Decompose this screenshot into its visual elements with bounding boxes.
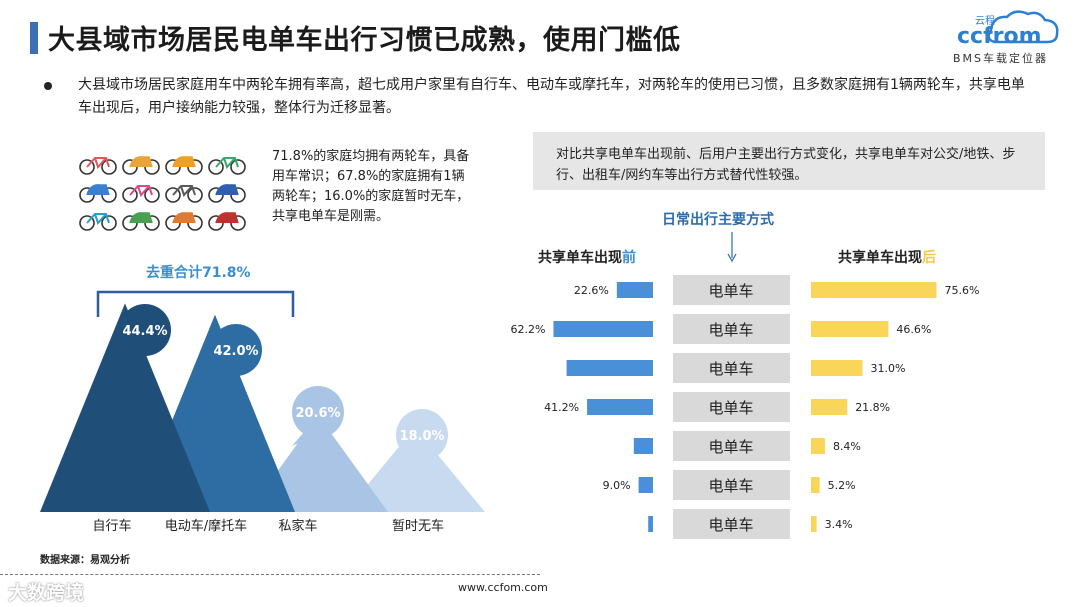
logo-brand-text: ccfrom [957, 24, 1042, 49]
mode-label-1: 电单车 [708, 321, 753, 339]
mode-label-box-1 [673, 314, 790, 344]
before-bar-5 [638, 477, 653, 493]
category-label-0: 自行车 [92, 518, 131, 534]
value-bubble-3 [396, 409, 448, 461]
mountain-bar-0 [40, 303, 210, 512]
footer-url: www.ccfom.com [458, 581, 548, 594]
after-bar-1 [811, 321, 889, 337]
cloud-icon [987, 10, 1059, 44]
category-label-1: 电动车/摩托车 [165, 518, 247, 534]
dedup-total-label: 去重合计71.8% [146, 265, 251, 281]
value-label-2: 20.6% [295, 406, 340, 421]
before-bar-2 [566, 360, 653, 376]
after-bar-6 [811, 516, 817, 532]
mountain-bar-3 [345, 427, 485, 512]
scooter-icon [165, 156, 203, 175]
value-label-0: 44.4% [122, 324, 167, 339]
bicycle-icon [208, 157, 246, 175]
after-bar-2 [811, 360, 863, 376]
after-value-0: 75.6% [944, 284, 979, 297]
mode-label-2: 电单车 [708, 360, 753, 378]
before-value-3: 41.2% [544, 401, 579, 414]
mode-label-box-0 [673, 275, 790, 305]
category-label-2: 私家车 [278, 518, 317, 534]
after-bar-5 [811, 477, 820, 493]
after-bar-0 [811, 282, 937, 298]
motorbike-icon [208, 184, 246, 203]
bicycle-icon [79, 157, 117, 175]
motorbike-icon [165, 212, 203, 231]
after-value-2: 31.0% [870, 362, 905, 375]
before-bar-6 [648, 516, 653, 532]
dedup-bracket [96, 290, 295, 317]
value-bubble-2 [292, 386, 344, 438]
after-value-4: 8.4% [833, 440, 861, 453]
before-heading: 共享单车出现前 [538, 250, 636, 266]
mode-label-5: 电单车 [708, 477, 753, 495]
mode-label-3: 电单车 [708, 399, 753, 417]
after-value-5: 5.2% [828, 479, 856, 492]
center-title: 日常出行主要方式 [662, 212, 774, 228]
after-value-3: 21.8% [855, 401, 890, 414]
after-bar-4 [811, 438, 825, 454]
brand-logo: 云程 ccfrom BMS车载定位器 [935, 6, 1065, 68]
motorbike-icon [122, 212, 160, 231]
bicycle-icon [79, 213, 117, 231]
before-value-5: 9.0% [603, 479, 631, 492]
mode-label-box-6 [673, 509, 790, 539]
value-label-3: 18.0% [399, 429, 444, 444]
before-value-1: 62.2% [511, 323, 546, 336]
summary-bullet: 大县域市场居民家庭用车中两轮车拥有率高，超七成用户家里有自行车、电动车或摩托车，… [78, 77, 1025, 116]
data-source: 数据来源：易观分析 [40, 555, 130, 566]
mode-label-box-2 [673, 353, 790, 383]
motorbike-icon [122, 156, 160, 175]
down-arrow-icon [727, 232, 737, 263]
after-value-1: 46.6% [896, 323, 931, 336]
watermark: 大数跨境 [8, 582, 85, 604]
before-bar-0 [616, 282, 653, 298]
comparison-note-box [533, 132, 1045, 190]
mode-label-4: 电单车 [708, 438, 753, 456]
logo-tagline: BMS车载定位器 [953, 51, 1048, 65]
comparison-note: 对比共享电单车出现前、后用户主要出行方式变化，共享电单车对公交/地铁、步行、出租… [556, 147, 1016, 183]
mode-label-box-5 [673, 470, 790, 500]
logo-small-text: 云程 [975, 15, 995, 27]
motorbike-icon [79, 184, 117, 203]
mode-label-box-4 [673, 431, 790, 461]
category-label-3: 暂时无车 [392, 518, 444, 534]
mode-label-0: 电单车 [708, 282, 753, 300]
motorbike-icon [208, 212, 246, 231]
value-bubble-1 [210, 324, 262, 376]
before-bar-4 [633, 438, 653, 454]
value-label-1: 42.0% [213, 344, 258, 359]
bicycle-icon [165, 185, 203, 203]
after-bar-3 [811, 399, 848, 415]
before-value-0: 22.6% [574, 284, 609, 297]
page-title: 大县域市场居民电单车出行习惯已成熟，使用门槛低 [48, 25, 681, 56]
bullet-dot [44, 82, 52, 90]
travel-mode-chart: 电单车 22.6% 75.6% 电单车 62.2% 46.6% 电单车 31.0% 电单车 41.… [511, 275, 979, 539]
ownership-fact-text: 71.8%的家庭均拥有两轮车，具备用车常识；67.8%的家庭拥有1辆两轮车；16… [272, 149, 470, 224]
vehicle-icon-grid [79, 156, 246, 231]
value-bubble-0 [119, 304, 171, 356]
footer-divider [0, 574, 540, 575]
after-value-6: 3.4% [825, 518, 853, 531]
mode-label-box-3 [673, 392, 790, 422]
ownership-chart: 44.4% 自行车 42.0% 电动车/摩托车 20.6% 私家车 18.0% 暂时无车 [40, 290, 485, 534]
before-bar-1 [553, 321, 653, 337]
bicycle-icon [122, 185, 160, 203]
after-heading: 共享单车出现后 [838, 250, 936, 266]
mode-label-6: 电单车 [708, 516, 753, 534]
title-accent-bar [30, 22, 38, 54]
before-bar-3 [587, 399, 653, 415]
